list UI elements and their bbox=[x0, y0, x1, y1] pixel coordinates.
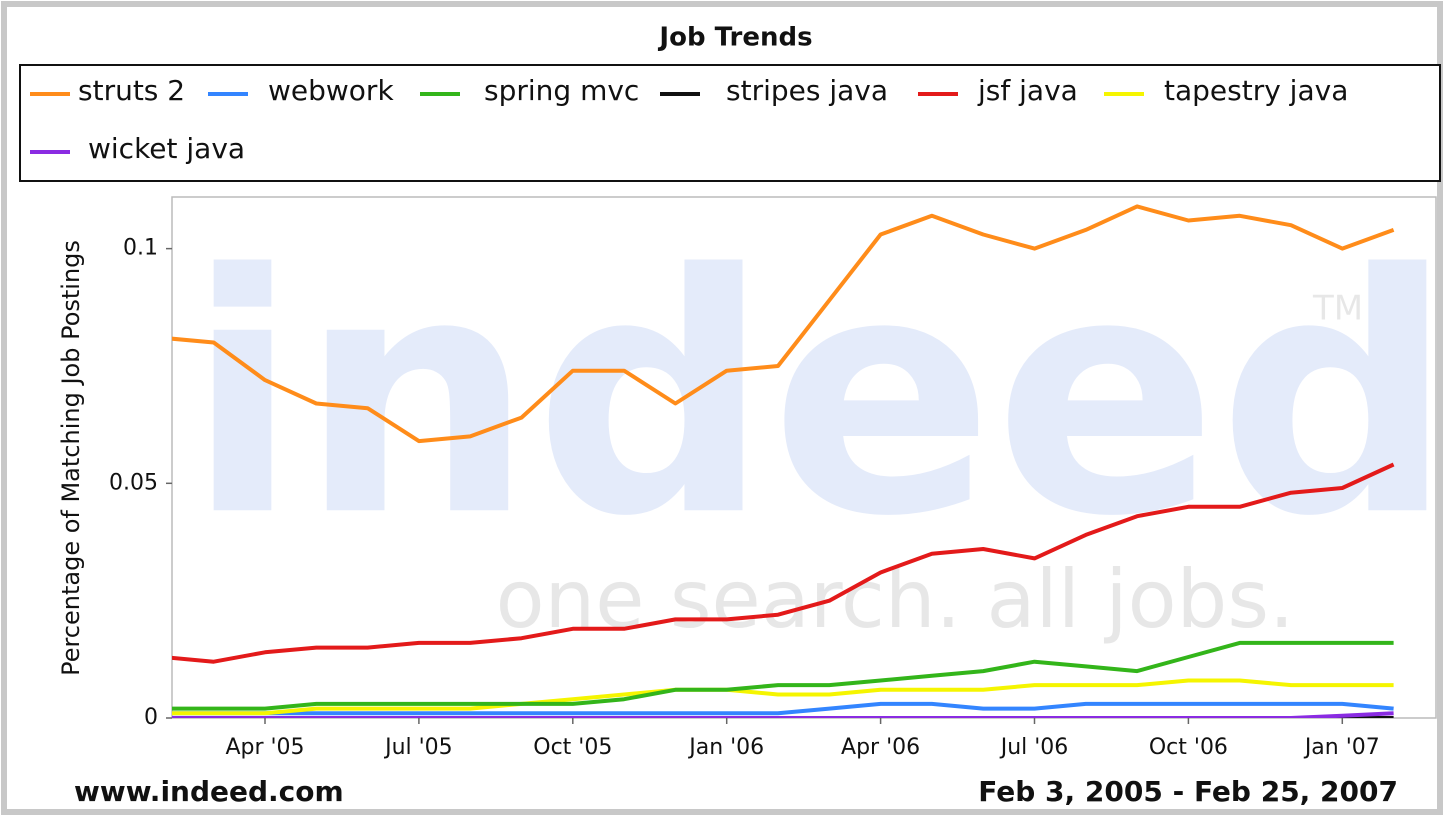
legend-label: stripes java bbox=[726, 74, 888, 107]
watermark-logo: indeed bbox=[186, 204, 1444, 588]
x-tick-label: Oct '06 bbox=[1149, 735, 1228, 760]
y-axis-label: Percentage of Matching Job Postings bbox=[57, 240, 85, 676]
x-tick-label: Apr '06 bbox=[841, 735, 920, 760]
legend-label: webwork bbox=[268, 74, 394, 107]
series-line bbox=[172, 678, 1394, 716]
series-line bbox=[172, 462, 1395, 664]
series-line bbox=[172, 204, 1395, 444]
x-tick-label: Jul '05 bbox=[383, 735, 453, 760]
lines bbox=[172, 204, 1395, 718]
legend-label: spring mvc bbox=[484, 74, 639, 107]
legend-label: struts 2 bbox=[78, 74, 185, 107]
watermark-mark: TM bbox=[1312, 289, 1363, 329]
x-tick-label: Jan '06 bbox=[687, 735, 764, 760]
x-tick-label: Oct '05 bbox=[533, 735, 612, 760]
series-line bbox=[172, 640, 1394, 711]
y-tick-label: 0 bbox=[144, 705, 158, 730]
legend bbox=[19, 64, 1441, 182]
x-tick-label: Jan '07 bbox=[1303, 735, 1380, 760]
date-range: Feb 3, 2005 - Feb 25, 2007 bbox=[978, 775, 1398, 808]
legend-label: tapestry java bbox=[1164, 74, 1348, 107]
watermark: indeed one search. all jobs. TM bbox=[186, 204, 1444, 646]
plot-area bbox=[171, 196, 1437, 719]
y-tick-label: 0.05 bbox=[109, 470, 158, 495]
y-tick-label: 0.1 bbox=[123, 236, 158, 261]
source: www.indeed.com bbox=[74, 775, 344, 808]
x-tick-label: Apr '05 bbox=[225, 735, 304, 760]
chart-title: Job Trends bbox=[657, 23, 812, 53]
legend-label: jsf java bbox=[977, 74, 1078, 107]
series-line bbox=[172, 701, 1394, 716]
x-tick-label: Jul '06 bbox=[999, 735, 1069, 760]
legend-label: wicket java bbox=[88, 132, 245, 165]
